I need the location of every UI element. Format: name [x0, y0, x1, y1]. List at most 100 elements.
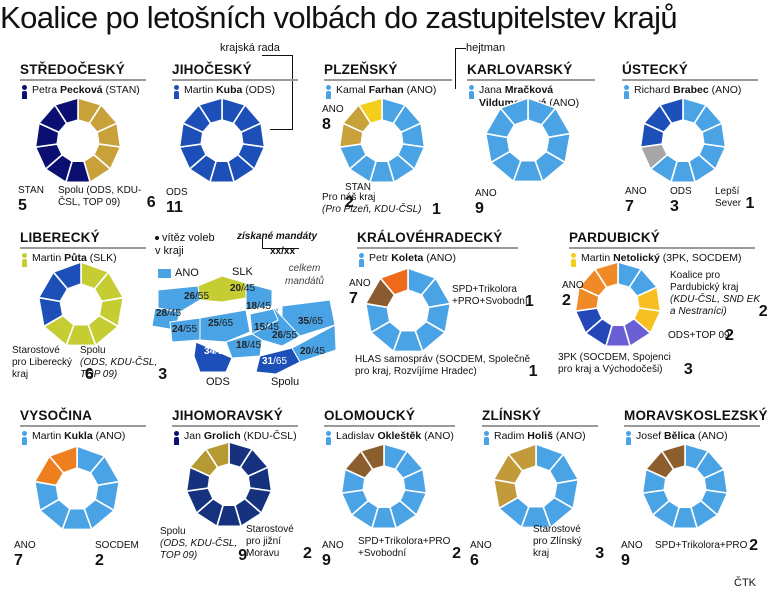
pin-body: [174, 437, 179, 445]
seat-segment-hlas-samospr-v: [379, 266, 409, 296]
region-label: ANO: [322, 104, 344, 116]
seat-count: 1: [528, 363, 538, 380]
hejtman-party: (ODS): [242, 84, 276, 96]
label-text: ANO: [470, 540, 492, 551]
region-divider: [569, 247, 755, 249]
hejtman-first: Petr: [369, 252, 392, 264]
region-divider: [172, 79, 298, 81]
label-text: STAN: [345, 182, 371, 193]
hejtman-last: Kuba: [216, 84, 243, 96]
region-label: STAN: [18, 185, 44, 197]
label-text: ANO: [322, 540, 344, 551]
hejtman-last: Bělica: [664, 430, 695, 442]
region-label: Pro náš kraj (Pro Plzeň, KDU-ČSL): [322, 192, 421, 216]
label-subtext: TOP 09): [80, 369, 118, 380]
region-title: VYSOČINA: [20, 408, 93, 423]
donut-chart: [178, 96, 266, 184]
seat-count: 2: [345, 194, 354, 211]
label-text: Pro náš kraj: [322, 192, 376, 203]
hejtman-last: Brabec: [673, 84, 709, 96]
region-divider: [20, 425, 146, 427]
label-text: Starostové: [246, 524, 294, 535]
seat-count: 3: [595, 545, 605, 562]
map-seat-label: 15/45: [254, 322, 280, 333]
region-label: Spolu (ODS, KDU-ČSL, TOP 09): [80, 345, 157, 381]
map-seat-label: 20/45: [300, 346, 326, 357]
label-text: +PRO+Svobodní: [452, 296, 528, 307]
label-text: Moravu: [246, 548, 280, 559]
hejtman-name: Josef Bělica (ANO): [636, 430, 728, 443]
seat-segment-socdem: [48, 444, 78, 474]
pin-head: [624, 85, 629, 90]
hejtman-first: Martin: [32, 430, 65, 442]
pin-head: [174, 85, 179, 90]
label-text: ANO: [562, 280, 584, 291]
seat-count: 2: [725, 327, 734, 344]
seat-count: 7: [349, 290, 358, 307]
hejtman-last: Mračková: [504, 84, 554, 96]
region-divider: [20, 79, 146, 81]
hejtman-first: Ladislav: [336, 430, 378, 442]
map-seat-label: 28/45: [156, 308, 182, 319]
legend-seats-total: celkem mandátů: [285, 263, 324, 287]
region-label: Lepší Sever: [715, 186, 741, 210]
page-title: Koalice po letošních volbách do zastupit…: [0, 0, 678, 35]
hejtman-last: Okleštěk: [377, 430, 422, 442]
seat-count: 1: [432, 201, 441, 218]
region-divider: [467, 79, 595, 81]
label-text: pro kraj, Rozvíjíme Hradec): [355, 366, 477, 377]
donut-chart: [33, 444, 121, 531]
map-seat-label: 20/45: [230, 283, 256, 294]
pin-head: [22, 85, 27, 90]
region-title: JIHOČESKÝ: [172, 62, 252, 77]
map-label-spolu: Spolu: [271, 376, 300, 388]
seat-count: 6: [146, 194, 156, 211]
region-divider: [624, 425, 760, 427]
map-label-ods: ODS: [206, 376, 230, 388]
map-seat-label: 18/45: [236, 340, 262, 351]
region-label: Koalice pro Pardubický kraj (KDU-ČSL, SND …: [670, 270, 760, 318]
seat-segment-3pk: [593, 260, 619, 289]
hejtman-party: (KDU-ČSL): [240, 430, 297, 442]
donut-chart: [34, 96, 122, 184]
pin-head: [469, 85, 474, 90]
map-seat-total: /55: [215, 346, 230, 357]
region-label: ANO: [349, 278, 371, 290]
region-label: ANO: [475, 188, 497, 200]
label-text: ODS+TOP 09: [668, 330, 730, 341]
hejtman-pin-icon: [174, 85, 179, 99]
seat-count: 5: [18, 197, 27, 214]
hejtman-party: (ANO): [546, 97, 580, 109]
label-text: SPD+Trikolora+PRO: [358, 536, 451, 547]
region-label: ANO: [322, 540, 344, 552]
legend-winner: vítěz voleb v kraji: [155, 232, 215, 257]
map-region: [291, 324, 337, 363]
label-text: SOCDEM: [95, 540, 139, 551]
legend-ano-swatch: [158, 268, 171, 278]
map-seat-label: 24/55: [172, 324, 198, 335]
region-title: ÚSTECKÝ: [622, 62, 688, 77]
map-seat-total: /55: [183, 324, 198, 335]
region-label: Spolu (ODS, KDU- ČSL, TOP 09): [58, 185, 141, 209]
region-label: 3PK (SOCDEM, Spojenci pro kraj a Východoč…: [558, 352, 671, 376]
map-seat-total: /45: [241, 283, 256, 294]
hejtman-last: Holiš: [527, 430, 553, 442]
donut-chart: [338, 96, 426, 184]
label-text: +Svobodní: [358, 548, 407, 559]
seat-count: 7: [14, 552, 23, 569]
region-label: SOCDEM: [95, 540, 139, 552]
hejtman-party: (ANO): [423, 252, 456, 264]
seat-count: 9: [621, 552, 630, 569]
hejtman-party: (ANO): [92, 430, 126, 442]
map-seat-total: /45: [167, 308, 182, 319]
hejtman-last: Kukla: [64, 430, 93, 442]
pin-head: [326, 431, 331, 436]
donut-chart: [492, 442, 580, 529]
label-subtext: TOP 09): [160, 550, 198, 561]
hejtman-pin-icon: [174, 431, 179, 445]
map-seat-label: 26/55: [272, 330, 298, 341]
region-label: Starostové pro Liberecký kraj: [12, 345, 72, 381]
seat-count: 11: [166, 199, 183, 216]
hejtman-last: Farhan: [368, 84, 404, 96]
callout-rada: krajská rada: [220, 42, 280, 54]
